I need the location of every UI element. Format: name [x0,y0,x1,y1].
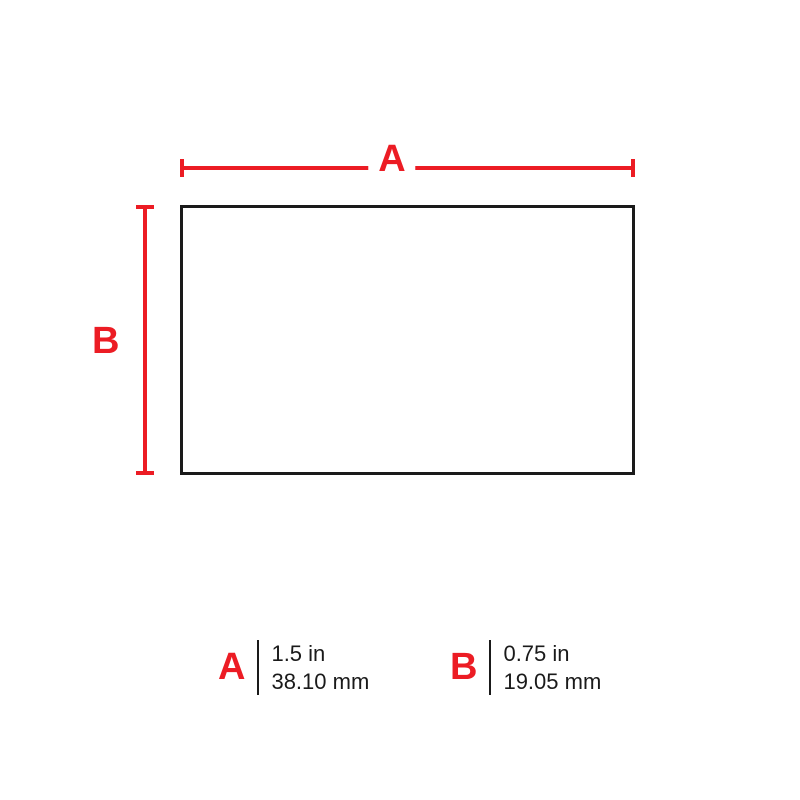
legend-values-b: 0.75 in 19.05 mm [503,640,601,695]
legend-key-b: B [450,646,477,689]
legend-values-a: 1.5 in 38.10 mm [271,640,369,695]
dimension-label-a: A [368,138,415,181]
dimension-label-b: B [92,320,119,363]
legend-a-line2: 38.10 mm [271,668,369,696]
legend-a-line1: 1.5 in [271,640,369,668]
legend-b-line1: 0.75 in [503,640,601,668]
legend-item-a: A 1.5 in 38.10 mm [218,640,369,695]
dimension-diagram: A B A 1.5 in 38.10 mm B 0.75 in 19.05 mm [0,0,800,800]
legend-item-b: B 0.75 in 19.05 mm [450,640,601,695]
legend-key-a: A [218,646,245,689]
legend-b-line2: 19.05 mm [503,668,601,696]
legend-divider [489,640,491,695]
label-rectangle [180,205,635,475]
legend-divider [257,640,259,695]
